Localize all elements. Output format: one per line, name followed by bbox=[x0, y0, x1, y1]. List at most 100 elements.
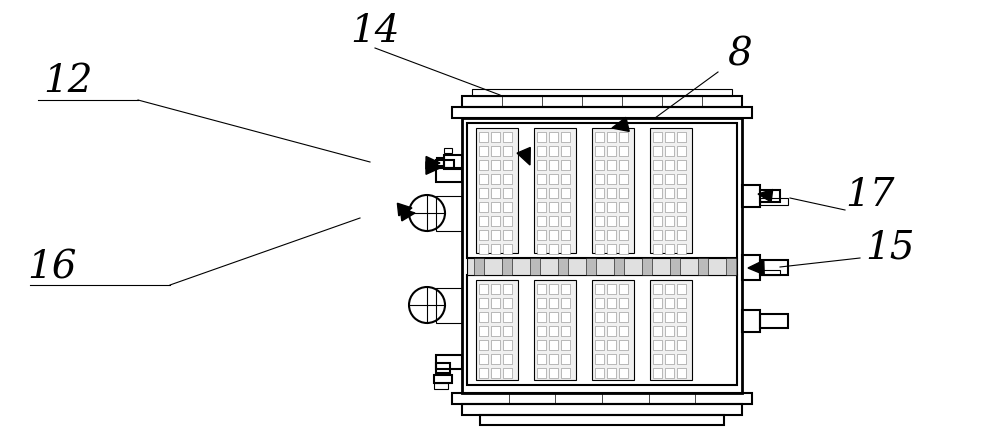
Bar bbox=[436, 196, 462, 231]
Bar bbox=[462, 118, 742, 393]
Bar bbox=[653, 230, 662, 240]
Bar bbox=[619, 312, 628, 322]
Bar bbox=[479, 354, 488, 364]
Bar bbox=[595, 244, 604, 254]
Bar bbox=[607, 244, 616, 254]
Bar bbox=[476, 280, 518, 380]
Bar bbox=[537, 216, 546, 226]
Bar bbox=[677, 188, 686, 198]
Bar bbox=[619, 244, 628, 254]
Bar bbox=[665, 216, 674, 226]
Bar bbox=[503, 354, 512, 364]
Bar bbox=[619, 354, 628, 364]
Polygon shape bbox=[517, 147, 530, 165]
Bar bbox=[537, 298, 546, 308]
Bar bbox=[444, 155, 462, 169]
Bar bbox=[653, 340, 662, 350]
Bar bbox=[653, 244, 662, 254]
Bar bbox=[665, 354, 674, 364]
Bar bbox=[537, 340, 546, 350]
Bar bbox=[549, 216, 558, 226]
Bar bbox=[619, 284, 628, 294]
Bar bbox=[665, 312, 674, 322]
Bar bbox=[653, 202, 662, 212]
Bar bbox=[491, 326, 500, 336]
Bar bbox=[561, 340, 570, 350]
Bar bbox=[491, 354, 500, 364]
Bar bbox=[479, 368, 488, 378]
Bar bbox=[530, 258, 540, 275]
Bar bbox=[549, 244, 558, 254]
Bar bbox=[653, 174, 662, 184]
Text: 15: 15 bbox=[865, 230, 915, 267]
Bar bbox=[479, 132, 488, 142]
Bar bbox=[677, 146, 686, 156]
Bar bbox=[665, 298, 674, 308]
Bar bbox=[479, 216, 488, 226]
Bar bbox=[434, 375, 452, 383]
Bar bbox=[607, 340, 616, 350]
Bar bbox=[607, 326, 616, 336]
Bar bbox=[503, 368, 512, 378]
Bar bbox=[434, 383, 448, 389]
Bar bbox=[607, 284, 616, 294]
Bar bbox=[561, 132, 570, 142]
Bar bbox=[607, 230, 616, 240]
Bar bbox=[561, 368, 570, 378]
Bar bbox=[503, 340, 512, 350]
Bar bbox=[503, 174, 512, 184]
Bar bbox=[503, 188, 512, 198]
Bar bbox=[561, 174, 570, 184]
Bar bbox=[642, 258, 652, 275]
Bar bbox=[479, 298, 488, 308]
Bar bbox=[549, 174, 558, 184]
Bar bbox=[726, 258, 736, 275]
Bar bbox=[503, 298, 512, 308]
Bar bbox=[491, 284, 500, 294]
Bar bbox=[479, 230, 488, 240]
Bar bbox=[650, 280, 692, 380]
Bar bbox=[561, 216, 570, 226]
Bar bbox=[479, 326, 488, 336]
Bar bbox=[677, 244, 686, 254]
Bar bbox=[479, 340, 488, 350]
Bar bbox=[474, 258, 484, 275]
Bar bbox=[561, 160, 570, 170]
Bar bbox=[491, 174, 500, 184]
Bar bbox=[607, 132, 616, 142]
Bar bbox=[677, 160, 686, 170]
Bar bbox=[503, 312, 512, 322]
Bar bbox=[619, 160, 628, 170]
Bar bbox=[502, 258, 512, 275]
Bar bbox=[595, 340, 604, 350]
Bar bbox=[665, 284, 674, 294]
Bar bbox=[436, 363, 450, 373]
Bar bbox=[549, 230, 558, 240]
Bar bbox=[614, 258, 624, 275]
Bar bbox=[479, 174, 488, 184]
Bar bbox=[549, 298, 558, 308]
Bar bbox=[607, 298, 616, 308]
Bar bbox=[592, 128, 634, 253]
Bar bbox=[595, 202, 604, 212]
Bar bbox=[537, 284, 546, 294]
Bar bbox=[619, 132, 628, 142]
Bar bbox=[503, 230, 512, 240]
Bar bbox=[491, 368, 500, 378]
Bar bbox=[595, 312, 604, 322]
Bar bbox=[665, 188, 674, 198]
Bar bbox=[607, 146, 616, 156]
Bar bbox=[653, 368, 662, 378]
Bar bbox=[619, 146, 628, 156]
Bar bbox=[549, 368, 558, 378]
Bar bbox=[595, 326, 604, 336]
Bar bbox=[503, 160, 512, 170]
Bar bbox=[491, 160, 500, 170]
Bar bbox=[595, 284, 604, 294]
Bar bbox=[607, 174, 616, 184]
Bar bbox=[698, 258, 708, 275]
Bar bbox=[677, 340, 686, 350]
Bar bbox=[665, 230, 674, 240]
Bar bbox=[467, 123, 737, 258]
Bar bbox=[467, 258, 737, 275]
